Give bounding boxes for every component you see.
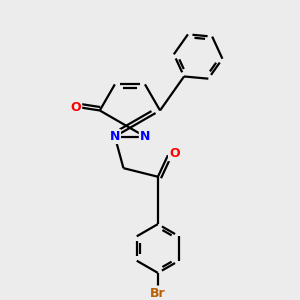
Text: O: O [169,147,180,160]
Text: N: N [110,130,120,143]
Text: O: O [70,101,81,114]
Text: N: N [140,130,150,143]
Text: Br: Br [150,286,166,299]
